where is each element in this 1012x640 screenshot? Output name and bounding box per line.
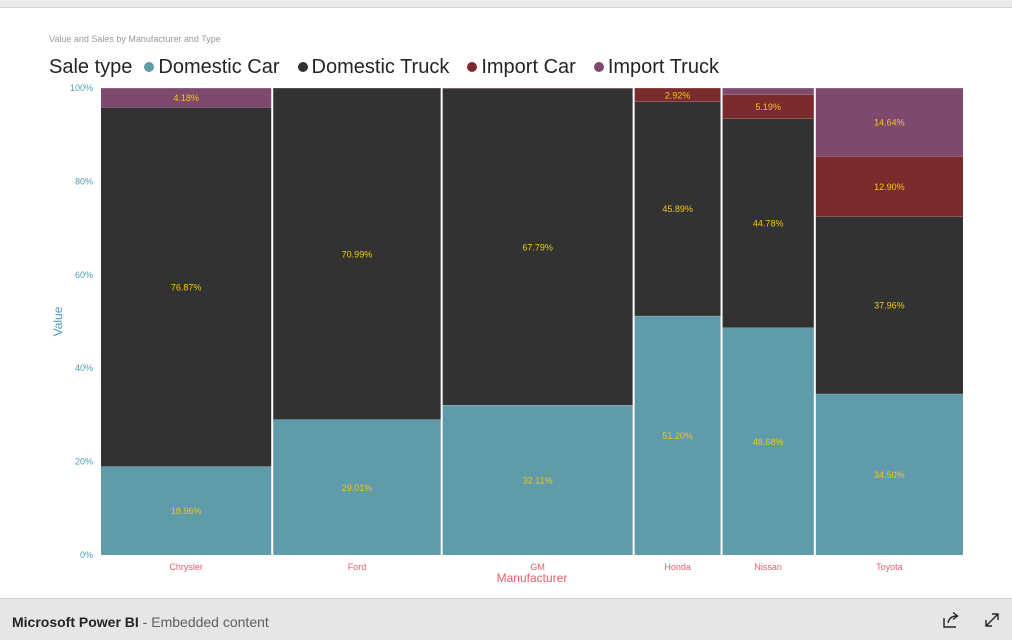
y-tick-label: 100% [70, 83, 93, 93]
bar-nissan-import-truck [722, 88, 814, 95]
window-top-border [0, 0, 1012, 8]
chart-legend: Sale type Domestic Car Domestic Truck Impo… [49, 54, 737, 80]
bar-toyota-import-truck [815, 88, 963, 157]
bar-honda-import-car [634, 87, 721, 102]
data-label: 5.19% [755, 102, 781, 112]
data-label: 18.96% [171, 506, 202, 516]
bar-nissan-domestic-truck [722, 118, 814, 328]
mekko-chart[interactable]: 0% 20% 40% 60% 80% 100% Value 18.96% 76.87% 4.18%… [0, 0, 1012, 598]
bar-chrysler-domestic-car [101, 466, 272, 555]
data-label: 4.18% [173, 93, 199, 103]
data-label: 67.79% [522, 242, 553, 252]
y-tick-label: 80% [75, 176, 93, 186]
bar-honda-domestic-truck [634, 101, 721, 316]
bar-toyota-import-car [815, 156, 963, 217]
footer-subtitle: Embedded content [151, 614, 269, 630]
legend-item-domestic-car[interactable]: Domestic Car [144, 55, 280, 79]
data-label: 76.87% [171, 282, 202, 292]
share-icon[interactable] [941, 610, 961, 630]
bar-honda-domestic-car [634, 315, 721, 555]
legend-items: Domestic Car Domestic Truck Import Car Impo… [144, 56, 737, 79]
legend-swatch [593, 62, 604, 72]
legend-swatch [144, 62, 155, 72]
y-tick-label: 0% [80, 550, 93, 560]
x-tick-label: Ford [348, 562, 367, 572]
bar-chrysler-import-truck [101, 87, 272, 108]
x-tick-label: Chrysler [169, 562, 203, 572]
x-tick-label: Honda [664, 562, 691, 572]
y-tick-label: 40% [75, 363, 93, 373]
bar-chrysler-domestic-truck [101, 107, 272, 467]
legend-title: Sale type [49, 55, 133, 78]
bar-gm-domestic-car [442, 405, 633, 555]
footer-bar: Microsoft Power BI - Embedded content [0, 598, 1012, 640]
footer-separator: - [138, 614, 152, 630]
legend-label: Import Car [481, 55, 576, 78]
legend-item-domestic-truck[interactable]: Domestic Truck [297, 55, 450, 79]
data-label: 48.68% [753, 437, 784, 447]
data-label: 12.90% [874, 182, 905, 192]
legend-label: Domestic Truck [311, 55, 450, 78]
y-axis-title: Value [51, 306, 65, 336]
x-tick-label: Toyota [876, 562, 903, 572]
data-label: 45.89% [662, 204, 693, 214]
footer-caption: Microsoft Power BI - Embedded content [12, 614, 269, 630]
bar-ford-domestic-truck [273, 88, 441, 420]
data-label: 34.50% [874, 470, 905, 480]
data-label: 70.99% [342, 249, 373, 259]
x-tick-label: Nissan [754, 562, 782, 572]
bar-toyota-domestic-truck [815, 216, 963, 394]
y-tick-label: 60% [75, 270, 93, 280]
bar-nissan-domestic-car [722, 327, 814, 555]
x-tick-label: GM [530, 562, 545, 572]
legend-item-import-truck[interactable]: Import Truck [593, 55, 719, 79]
legend-label: Import Truck [607, 55, 719, 78]
legend-label: Domestic Car [158, 55, 280, 78]
data-label: 32.11% [523, 476, 553, 486]
data-label: 44.78% [753, 219, 784, 229]
data-label: 2.92% [665, 90, 691, 100]
x-axis-title: Manufacturer [497, 571, 568, 585]
legend-item-import-car[interactable]: Import Car [467, 55, 576, 79]
data-label: 14.64% [874, 118, 905, 128]
bar-nissan-import-car [722, 94, 814, 119]
legend-swatch [297, 62, 308, 72]
data-label: 51.20% [662, 431, 693, 441]
legend-swatch [467, 62, 478, 72]
chart-title: Value and Sales by Manufacturer and Type [49, 34, 221, 44]
bar-toyota-domestic-car [815, 393, 963, 555]
y-tick-label: 20% [75, 457, 93, 467]
expand-icon[interactable] [982, 610, 1002, 630]
data-label: 29.01% [342, 483, 373, 493]
bar-gm-domestic-truck [442, 88, 633, 406]
footer-brand: Microsoft Power BI [12, 614, 139, 630]
bar-ford-domestic-car [273, 419, 441, 555]
data-label: 37.96% [874, 301, 905, 311]
